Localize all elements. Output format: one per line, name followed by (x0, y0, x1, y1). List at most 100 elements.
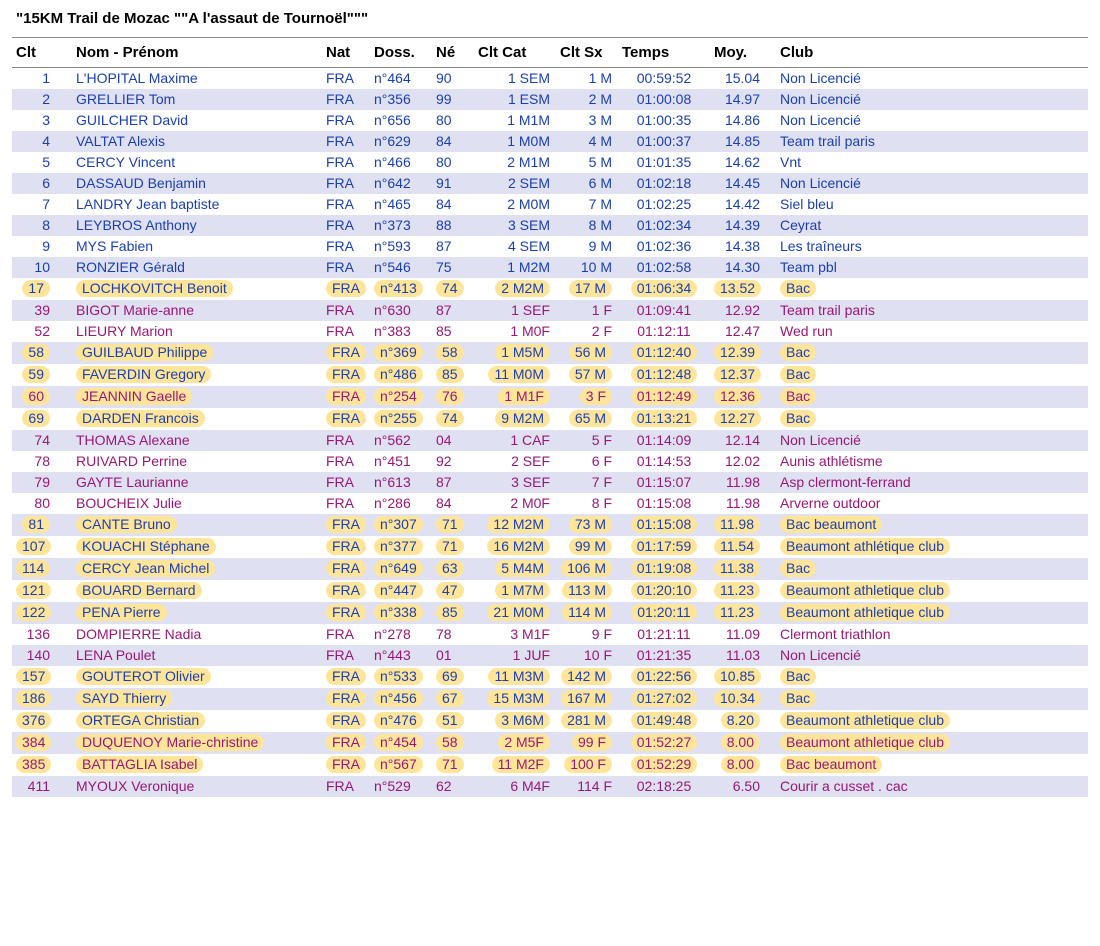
cell-ccat: 1 M1F (474, 386, 556, 408)
col-header-moy: Moy. (710, 38, 776, 68)
table-row: 140LENA PouletFRAn°443011 JUF10 F01:21:3… (12, 645, 1088, 666)
cell-ne: 76 (432, 386, 474, 408)
cell-doss: n°255 (370, 408, 432, 430)
cell-club: Bac beaumont (776, 514, 1088, 536)
cell-clt: 114 (12, 558, 72, 580)
cell-ne: 84 (432, 131, 474, 152)
cell-temps: 01:12:11 (618, 321, 710, 342)
cell-nom: GAYTE Laurianne (72, 472, 322, 493)
cell-ne: 92 (432, 451, 474, 472)
cell-doss: n°629 (370, 131, 432, 152)
cell-ccat: 11 M3M (474, 666, 556, 688)
cell-nom: LEYBROS Anthony (72, 215, 322, 236)
cell-nom: L'HOPITAL Maxime (72, 68, 322, 90)
cell-temps: 01:27:02 (618, 688, 710, 710)
cell-csx: 4 M (556, 131, 618, 152)
cell-ccat: 9 M2M (474, 408, 556, 430)
cell-moy: 8.00 (710, 754, 776, 776)
cell-temps: 00:59:52 (618, 68, 710, 90)
cell-doss: n°383 (370, 321, 432, 342)
cell-csx: 99 F (556, 732, 618, 754)
cell-ne: 51 (432, 710, 474, 732)
cell-temps: 01:17:59 (618, 536, 710, 558)
cell-temps: 01:06:34 (618, 278, 710, 300)
cell-doss: n°254 (370, 386, 432, 408)
table-row: 78RUIVARD PerrineFRAn°451922 SEF6 F01:14… (12, 451, 1088, 472)
cell-moy: 11.54 (710, 536, 776, 558)
cell-moy: 14.30 (710, 257, 776, 278)
cell-doss: n°456 (370, 688, 432, 710)
header-row: CltNom - PrénomNatDoss.NéClt CatClt SxTe… (12, 38, 1088, 68)
col-header-clt: Clt (12, 38, 72, 68)
cell-nat: FRA (322, 278, 370, 300)
col-header-club: Club (776, 38, 1088, 68)
table-row: 81CANTE BrunoFRAn°3077112 M2M73 M01:15:0… (12, 514, 1088, 536)
cell-nat: FRA (322, 472, 370, 493)
cell-temps: 01:13:21 (618, 408, 710, 430)
cell-ccat: 2 M5F (474, 732, 556, 754)
cell-ccat: 16 M2M (474, 536, 556, 558)
cell-moy: 12.14 (710, 430, 776, 451)
cell-moy: 12.39 (710, 342, 776, 364)
cell-nom: PENA Pierre (72, 602, 322, 624)
cell-nom: RONZIER Gérald (72, 257, 322, 278)
cell-club: Non Licencié (776, 68, 1088, 90)
cell-club: Team trail paris (776, 300, 1088, 321)
cell-clt: 8 (12, 215, 72, 236)
cell-clt: 136 (12, 624, 72, 645)
cell-csx: 7 M (556, 194, 618, 215)
cell-moy: 8.20 (710, 710, 776, 732)
cell-doss: n°373 (370, 215, 432, 236)
cell-ccat: 1 M1M (474, 110, 556, 131)
cell-doss: n°567 (370, 754, 432, 776)
cell-ne: 47 (432, 580, 474, 602)
cell-temps: 01:21:35 (618, 645, 710, 666)
cell-csx: 2 F (556, 321, 618, 342)
cell-temps: 01:19:08 (618, 558, 710, 580)
cell-nom: CERCY Vincent (72, 152, 322, 173)
cell-csx: 106 M (556, 558, 618, 580)
cell-nat: FRA (322, 493, 370, 514)
col-header-doss: Doss. (370, 38, 432, 68)
cell-moy: 12.92 (710, 300, 776, 321)
cell-csx: 114 M (556, 602, 618, 624)
cell-csx: 1 M (556, 68, 618, 90)
cell-ne: 85 (432, 321, 474, 342)
cell-doss: n°533 (370, 666, 432, 688)
cell-ne: 90 (432, 68, 474, 90)
cell-nat: FRA (322, 173, 370, 194)
cell-nat: FRA (322, 342, 370, 364)
cell-nat: FRA (322, 710, 370, 732)
table-row: 157GOUTEROT OlivierFRAn°5336911 M3M142 M… (12, 666, 1088, 688)
cell-temps: 01:02:18 (618, 173, 710, 194)
cell-club: Beaumont athlétique club (776, 536, 1088, 558)
cell-doss: n°451 (370, 451, 432, 472)
cell-nom: LOCHKOVITCH Benoit (72, 278, 322, 300)
cell-club: Bac (776, 688, 1088, 710)
cell-ccat: 15 M3M (474, 688, 556, 710)
cell-temps: 01:20:11 (618, 602, 710, 624)
cell-ccat: 1 M0F (474, 321, 556, 342)
cell-clt: 58 (12, 342, 72, 364)
cell-doss: n°338 (370, 602, 432, 624)
cell-ne: 01 (432, 645, 474, 666)
cell-club: Bac (776, 364, 1088, 386)
cell-ne: 78 (432, 624, 474, 645)
cell-nom: BOUARD Bernard (72, 580, 322, 602)
cell-ne: 87 (432, 472, 474, 493)
cell-ccat: 5 M4M (474, 558, 556, 580)
cell-moy: 12.47 (710, 321, 776, 342)
cell-csx: 167 M (556, 688, 618, 710)
cell-csx: 114 F (556, 776, 618, 797)
cell-ccat: 2 M0F (474, 493, 556, 514)
table-row: 107KOUACHI StéphaneFRAn°3777116 M2M99 M0… (12, 536, 1088, 558)
cell-moy: 6.50 (710, 776, 776, 797)
cell-temps: 01:02:36 (618, 236, 710, 257)
cell-csx: 17 M (556, 278, 618, 300)
cell-ccat: 1 M2M (474, 257, 556, 278)
cell-temps: 01:02:34 (618, 215, 710, 236)
cell-csx: 281 M (556, 710, 618, 732)
cell-club: Les traîneurs (776, 236, 1088, 257)
cell-clt: 107 (12, 536, 72, 558)
cell-temps: 01:49:48 (618, 710, 710, 732)
